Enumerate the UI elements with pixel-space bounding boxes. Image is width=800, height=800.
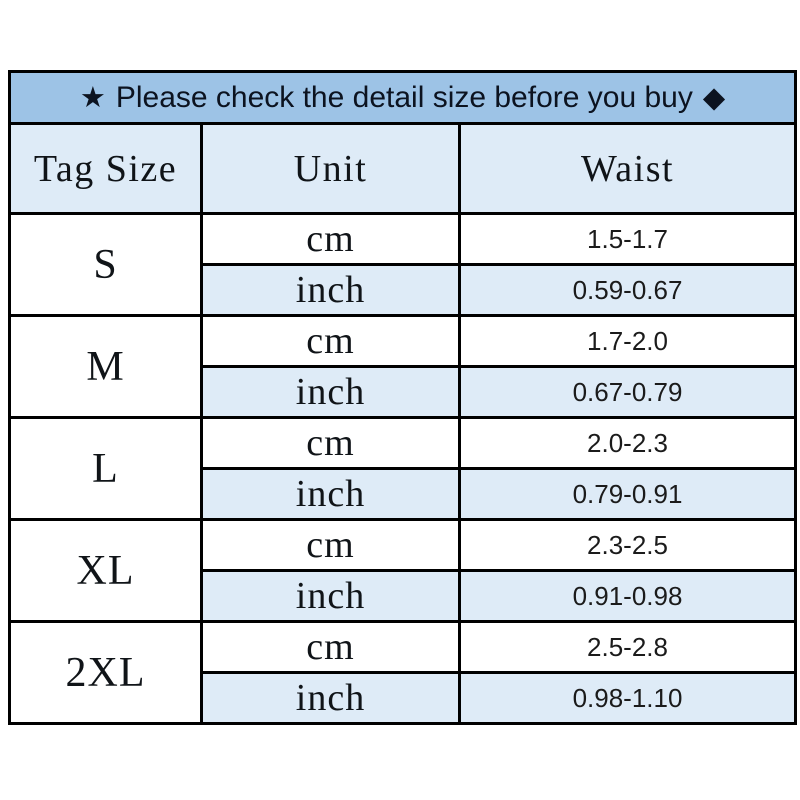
- unit-cell: inch: [200, 365, 461, 419]
- header-row: Tag Size Unit Waist: [8, 122, 797, 215]
- tag-size-cell: 2XL: [8, 620, 203, 725]
- table-row: 2XL cm 2.5-2.8: [8, 620, 797, 725]
- waist-value-cell: 1.5-1.7: [458, 212, 797, 266]
- waist-value-cell: 1.7-2.0: [458, 314, 797, 368]
- unit-cell: cm: [200, 212, 461, 266]
- star-icon: ★: [79, 82, 106, 114]
- size-chart-table: ★ Please check the detail size before you…: [8, 70, 797, 725]
- banner-row: ★ Please check the detail size before you…: [8, 70, 797, 125]
- unit-cell: inch: [200, 467, 461, 521]
- waist-value-cell: 2.3-2.5: [458, 518, 797, 572]
- header-unit: Unit: [200, 122, 461, 215]
- header-waist: Waist: [458, 122, 797, 215]
- waist-value-cell: 0.79-0.91: [458, 467, 797, 521]
- unit-cell: inch: [200, 671, 461, 725]
- waist-value-cell: 2.5-2.8: [458, 620, 797, 674]
- table-row: L cm 2.0-2.3: [8, 416, 797, 521]
- table-row: inch 0.98-1.10: [10, 671, 797, 725]
- table-row: inch 0.79-0.91: [10, 467, 797, 521]
- banner-text: Please check the detail size before you …: [115, 81, 693, 114]
- table-row: inch 0.91-0.98: [10, 569, 797, 623]
- waist-value-cell: 0.59-0.67: [458, 263, 797, 317]
- waist-value-cell: 2.0-2.3: [458, 416, 797, 470]
- table-row: S cm 1.5-1.7: [8, 212, 797, 317]
- unit-cell: cm: [200, 620, 461, 674]
- waist-value-cell: 0.91-0.98: [458, 569, 797, 623]
- tag-size-cell: S: [8, 212, 203, 317]
- unit-cell: inch: [200, 263, 461, 317]
- size-chart: ★ Please check the detail size before you…: [8, 70, 797, 725]
- table-row: XL cm 2.3-2.5: [8, 518, 797, 623]
- table-row: inch 0.67-0.79: [10, 365, 797, 419]
- table-row: inch 0.59-0.67: [10, 263, 797, 317]
- unit-cell: cm: [200, 416, 461, 470]
- waist-value-cell: 0.67-0.79: [458, 365, 797, 419]
- unit-cell: inch: [200, 569, 461, 623]
- tag-size-cell: XL: [8, 518, 203, 623]
- waist-value-cell: 0.98-1.10: [458, 671, 797, 725]
- header-tag-size: Tag Size: [8, 122, 203, 215]
- unit-cell: cm: [200, 314, 461, 368]
- tag-size-cell: M: [8, 314, 203, 419]
- diamond-icon: ◆: [702, 82, 726, 114]
- tag-size-cell: L: [8, 416, 203, 521]
- unit-cell: cm: [200, 518, 461, 572]
- table-row: M cm 1.7-2.0: [8, 314, 797, 419]
- banner: ★ Please check the detail size before you…: [8, 70, 797, 125]
